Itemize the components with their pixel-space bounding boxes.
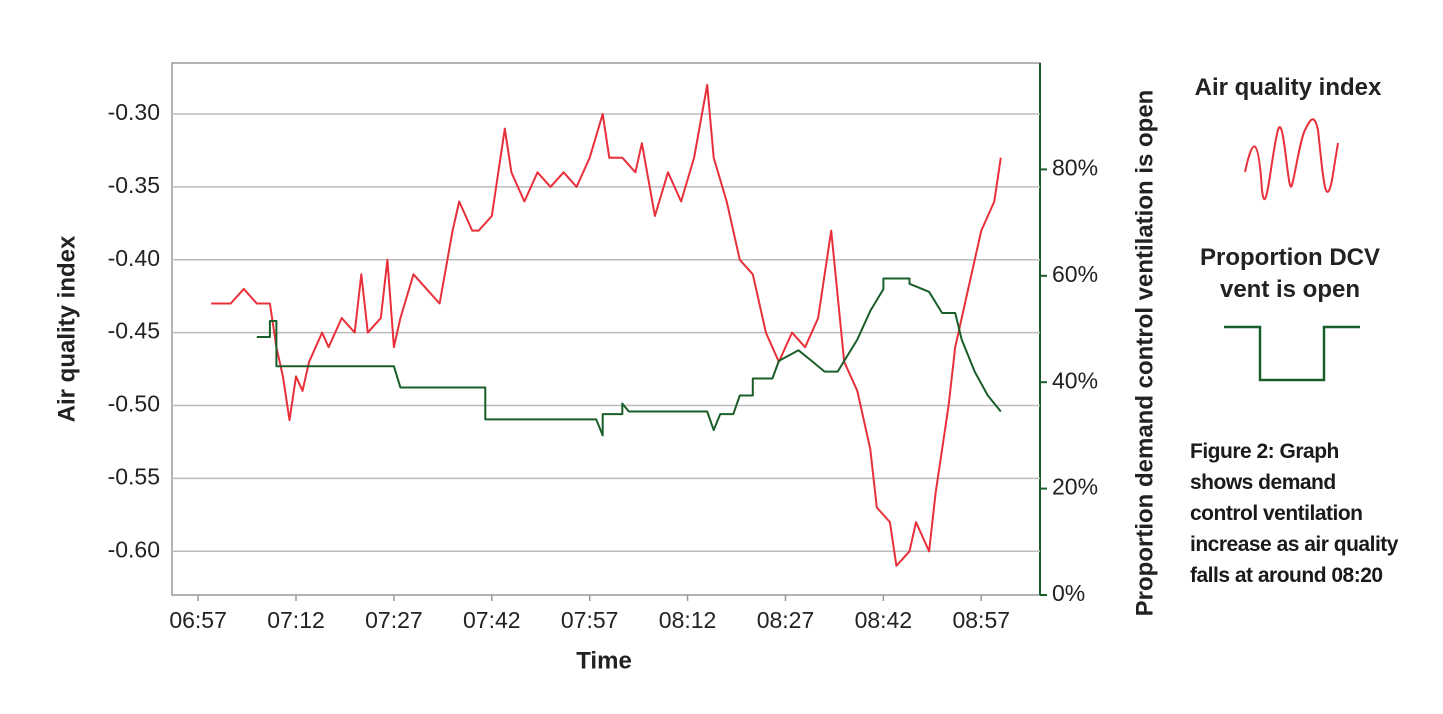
y-tick-label: -0.45 [108, 318, 160, 344]
x-tick-label: 07:27 [365, 607, 423, 633]
y2-tick-label: 20% [1052, 474, 1098, 500]
y-tick-label: -0.60 [108, 536, 160, 562]
legend-icon-dcv [1224, 325, 1360, 382]
y2-tick-label: 40% [1052, 367, 1098, 393]
x-tick-label: 08:27 [757, 607, 815, 633]
x-tick-label: 08:12 [659, 607, 717, 633]
series-line [211, 83, 1002, 567]
y2-tick-label: 60% [1052, 261, 1098, 287]
x-tick-label: 06:57 [169, 607, 227, 633]
plot-frame [171, 62, 1041, 596]
x-tick-label: 07:12 [267, 607, 325, 633]
legend-entry: Air quality index [1194, 74, 1382, 101]
y-axis-label: Air quality index [53, 235, 80, 422]
y2-tick-label: 80% [1052, 154, 1098, 180]
y-tick-label: -0.55 [108, 463, 160, 489]
y2-axis-label: Proportion demand control ventilation is… [1131, 90, 1158, 617]
legend-entry: Proportion DCV vent is open [1200, 244, 1380, 303]
x-tick-label: 07:57 [561, 607, 619, 633]
y2-tick-label: 0% [1052, 580, 1085, 606]
x-axis-label: Time [576, 647, 632, 674]
x-tick-label: 07:42 [463, 607, 521, 633]
caption: Figure 2: Graph shows demand control ven… [1190, 440, 1398, 587]
legend-icon-air [1244, 118, 1339, 201]
x-tick-label: 08:42 [855, 607, 913, 633]
x-tick-label: 08:57 [952, 607, 1010, 633]
y-tick-label: -0.35 [108, 172, 160, 198]
y-tick-label: -0.30 [108, 99, 160, 125]
y-tick-label: -0.50 [108, 391, 160, 417]
y-tick-label: -0.40 [108, 245, 160, 271]
series-line [256, 277, 1002, 437]
